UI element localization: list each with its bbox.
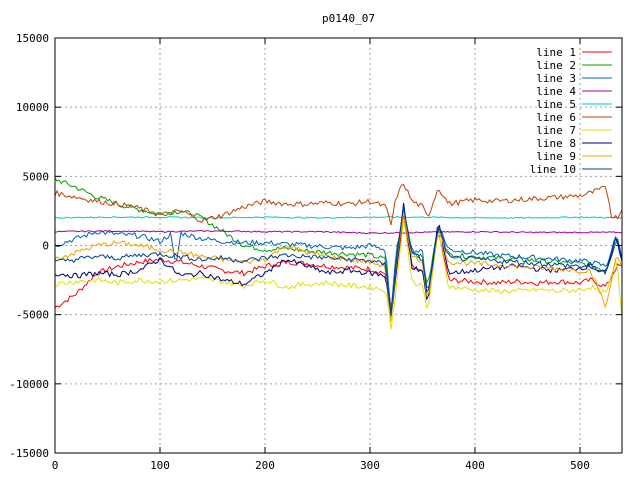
series-lines — [54, 177, 623, 330]
series-line-5 — [54, 215, 623, 220]
y-tick-label: 5000 — [23, 170, 50, 183]
x-tick-label: 500 — [570, 459, 590, 472]
series-line-9 — [54, 210, 623, 322]
x-tick-label: 0 — [52, 459, 59, 472]
legend-label: line 1 — [536, 46, 576, 59]
series-line-4 — [54, 229, 623, 235]
x-tick-label: 100 — [150, 459, 170, 472]
legend-label: line 2 — [536, 59, 576, 72]
legend-label: line 8 — [536, 137, 576, 150]
series-line-6 — [54, 183, 623, 226]
series-line-3 — [54, 208, 623, 315]
y-tick-label: 10000 — [16, 101, 49, 114]
series-line-1 — [54, 215, 623, 309]
chart-title: p0140_07 — [322, 12, 375, 25]
y-tick-label: 15000 — [16, 32, 49, 45]
legend-label: line 3 — [536, 72, 576, 85]
grid — [55, 38, 622, 453]
legend-label: line 5 — [536, 98, 576, 111]
y-tick-label: -15000 — [9, 447, 49, 460]
y-tick-label: 0 — [42, 240, 49, 253]
x-tick-label: 200 — [255, 459, 275, 472]
x-tick-label: 400 — [465, 459, 485, 472]
series-line-7 — [54, 218, 623, 330]
x-tick-label: 300 — [360, 459, 380, 472]
y-tick-label: -5000 — [16, 309, 49, 322]
y-tick-label: -10000 — [9, 378, 49, 391]
legend-label: line 6 — [536, 111, 576, 124]
legend-label: line 4 — [536, 85, 576, 98]
axis-ticks: -15000 -10000 -5000 0 5000 10000 15000 0 100 200 3… — [9, 32, 622, 472]
legend-label: line 9 — [536, 150, 576, 163]
series-line-10 — [54, 206, 623, 316]
legend-label: line 10 — [530, 163, 576, 176]
legend-label: line 7 — [536, 124, 576, 137]
